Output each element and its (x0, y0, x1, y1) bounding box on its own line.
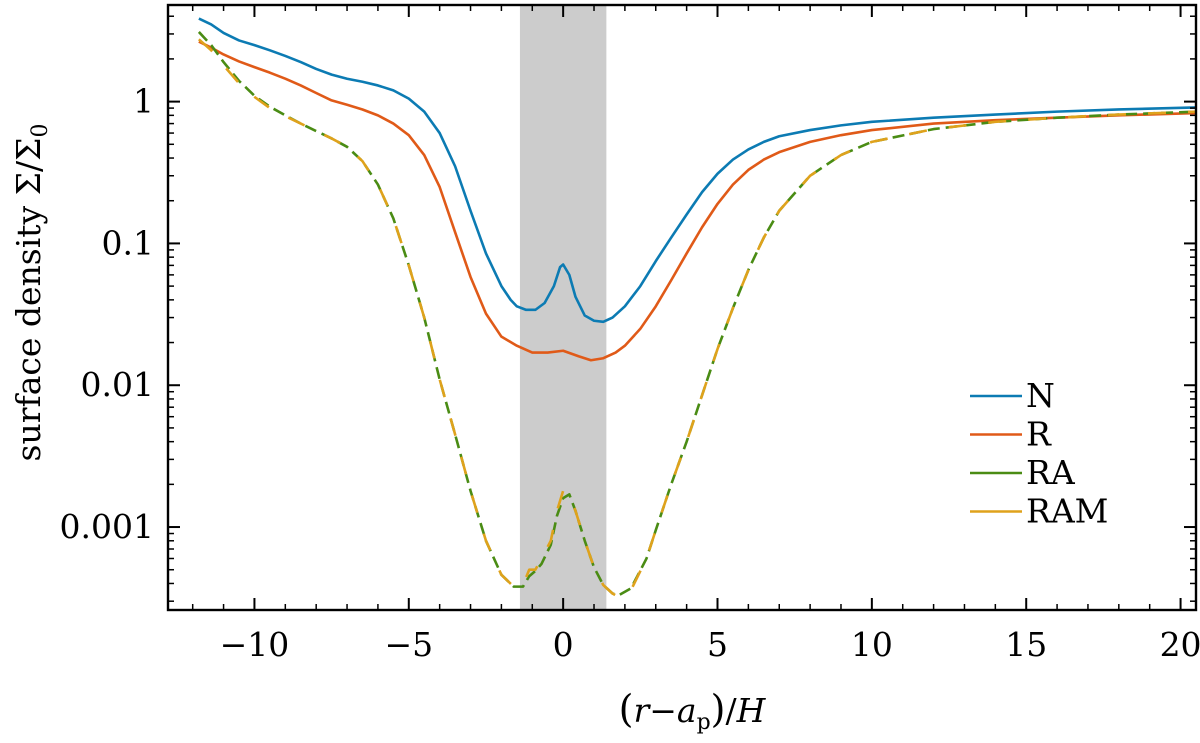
x-tick-label: −5 (384, 625, 433, 664)
y-label-symbol: Σ/Σ (9, 138, 48, 196)
x-tick-label: 0 (553, 625, 574, 664)
x-label-close-paren: ) (711, 687, 726, 731)
y-axis-label: surface density Σ/Σ0 (9, 124, 53, 462)
y-tick-label: 0.01 (81, 365, 154, 404)
y-tick-label: 1 (133, 82, 154, 121)
y-label-subscript: 0 (28, 124, 53, 138)
x-label-minus: − (649, 691, 677, 730)
x-label-slash: / (725, 691, 737, 730)
x-tick-label: 15 (1005, 625, 1047, 664)
x-label-open-paren: ( (619, 687, 634, 731)
series-line-r (198, 40, 1197, 362)
y-tick-label: 0.001 (60, 507, 154, 546)
x-tick-label: 10 (851, 625, 893, 664)
x-label-subscript: p (697, 710, 711, 735)
x-label-r: r (633, 691, 651, 730)
series-layer (197, 17, 1197, 599)
legend-label-ram: RAM (1026, 492, 1108, 531)
x-label-H: H (736, 691, 767, 730)
x-tick-label: −10 (220, 625, 290, 664)
x-tick-label: 5 (707, 625, 728, 664)
legend-label-r: R (1026, 415, 1052, 454)
y-tick-label: 0.1 (102, 223, 154, 262)
legend-label-n: N (1026, 376, 1055, 415)
x-axis-label: (r−ap)/H (619, 687, 767, 735)
y-label-text: surface density (9, 195, 48, 461)
series-line-n (198, 17, 1197, 324)
x-tick-label: 20 (1160, 625, 1200, 664)
tick-label-layer: −10 −5 0 5 10 15 20 0.001 0.01 0.1 1 (60, 82, 1200, 664)
plot-frame (166, 3, 1198, 612)
shaded-region-layer (519, 5, 607, 610)
series-line-ram (198, 38, 1197, 599)
shaded-region (519, 5, 607, 610)
legend-label-ra: RA (1026, 453, 1076, 492)
x-label-a: a (677, 691, 697, 730)
